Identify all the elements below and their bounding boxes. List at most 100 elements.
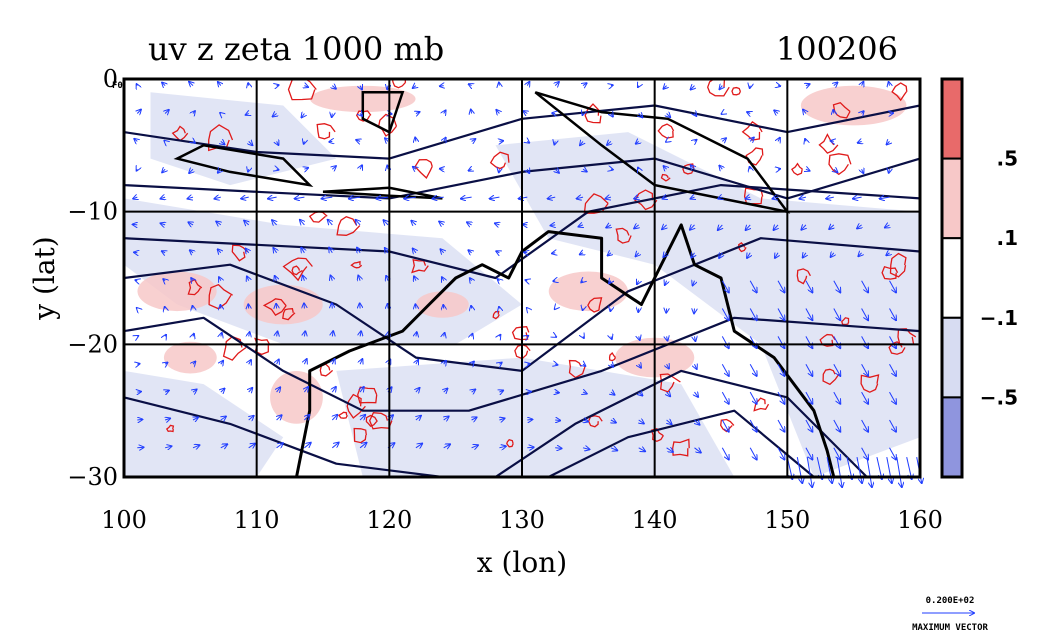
corner-label: F0 <box>112 81 123 91</box>
wind-vector <box>360 331 361 336</box>
negative-vorticity-region-4 <box>336 357 735 477</box>
wind-vector <box>162 169 165 172</box>
wind-vector <box>303 276 305 281</box>
x-tick-label: 130 <box>499 506 545 534</box>
vorticity-contour <box>337 411 348 419</box>
wind-vector <box>555 364 557 365</box>
wind-vector <box>244 221 249 225</box>
wind-vector-overflow <box>846 456 852 479</box>
colorbar-label: −.5 <box>980 385 1018 409</box>
wind-vector <box>461 197 472 199</box>
wind-vector <box>862 169 864 173</box>
wind-vector <box>890 113 894 114</box>
y-tick-label: −10 <box>67 198 118 226</box>
vorticity-contour <box>411 258 429 274</box>
wind-vector <box>750 138 754 142</box>
wind-vector <box>721 280 729 293</box>
wind-vector <box>777 447 785 460</box>
wind-vector <box>750 86 751 88</box>
wind-vector <box>304 141 305 143</box>
wind-vector <box>304 168 308 169</box>
wind-vector <box>137 169 138 170</box>
negative-vorticity-region-2 <box>495 132 920 477</box>
wind-vector <box>889 391 897 404</box>
wind-vector <box>304 415 309 420</box>
wind-vector <box>777 280 785 293</box>
wind-vector <box>165 418 170 420</box>
wind-vector <box>135 280 137 281</box>
coastline-island-2 <box>322 186 443 200</box>
wind-vector <box>241 197 249 199</box>
wind-vector <box>246 249 249 253</box>
wind-vector <box>583 169 587 171</box>
wind-vector <box>833 308 841 321</box>
wind-vector <box>357 248 360 253</box>
wind-vector <box>583 420 588 422</box>
colorbar: .5 .1 −.1 −.5 <box>940 77 1018 479</box>
vorticity-contour <box>889 252 907 278</box>
wind-vector <box>221 361 223 364</box>
wind-vector <box>277 332 278 337</box>
vorticity-contour <box>745 147 764 166</box>
wind-vector <box>471 445 478 448</box>
vorticity-contour <box>841 317 850 326</box>
wind-vector <box>360 387 364 392</box>
wind-vector-overflow <box>896 457 902 487</box>
colorbar-segment <box>941 78 963 160</box>
wind-vector <box>415 444 422 448</box>
wind-vector <box>444 110 446 113</box>
wind-vector <box>440 86 444 87</box>
wind-vector <box>276 304 277 309</box>
wind-vector <box>805 447 813 460</box>
wind-vector <box>385 138 388 141</box>
wind-vector <box>490 197 500 199</box>
wind-vector <box>444 361 446 364</box>
wind-vector <box>220 113 221 114</box>
wind-vector <box>527 392 531 393</box>
wind-vector <box>607 141 611 145</box>
wind-vector <box>889 169 890 173</box>
vorticity-contour <box>391 79 407 89</box>
wind-vector <box>192 445 199 448</box>
wind-vector <box>304 443 310 449</box>
wind-vector <box>469 84 472 85</box>
vorticity-contour <box>222 335 247 361</box>
wind-vector <box>413 167 416 169</box>
wind-vector <box>749 308 757 321</box>
wind-vector <box>749 391 757 404</box>
wind-vector <box>639 364 641 368</box>
wind-vector <box>416 388 420 392</box>
wind-vector <box>193 390 197 393</box>
colorbar-label: .1 <box>996 226 1018 250</box>
wind-vector <box>583 364 585 366</box>
wind-vector <box>861 280 869 293</box>
wind-vector-overflow <box>856 457 862 483</box>
vorticity-contour <box>316 123 336 140</box>
wind-vector <box>777 419 785 432</box>
negative-vorticity-region-5 <box>150 92 337 186</box>
wind-vector <box>472 417 477 420</box>
wind-vector <box>747 253 750 258</box>
wind-vector <box>552 113 555 114</box>
wind-vector <box>332 359 334 364</box>
vorticity-contour <box>891 82 908 102</box>
wind-vector <box>444 389 448 393</box>
wind-vector <box>693 281 695 286</box>
vorticity-contour <box>506 438 514 448</box>
wind-vector <box>469 169 472 171</box>
plot-frame <box>122 77 922 479</box>
wind-vector <box>639 336 640 340</box>
wind-vector <box>188 222 193 225</box>
wind-vector <box>360 86 362 90</box>
wind-vector <box>800 197 807 199</box>
wind-vector <box>527 447 533 448</box>
wind-vector <box>721 419 729 432</box>
wind-vector <box>722 114 723 115</box>
wind-vector <box>416 332 417 336</box>
wind-vector <box>831 141 834 142</box>
wind-vector <box>300 220 305 225</box>
field-layer <box>124 79 920 477</box>
vorticity-contour <box>165 424 175 433</box>
wind-vector <box>833 363 841 376</box>
wind-vector <box>833 110 834 114</box>
